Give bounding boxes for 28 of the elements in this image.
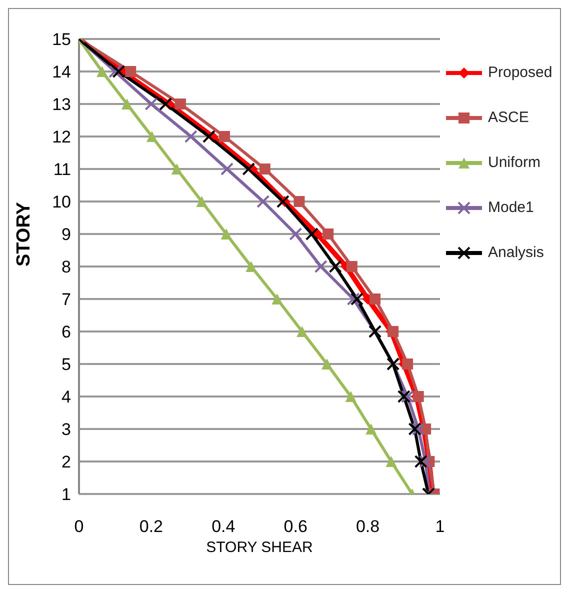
y-tick-label: 8 [62,258,71,277]
y-tick-label: 12 [52,128,71,147]
legend-label: Analysis [488,244,544,261]
x-tick-label: 1 [435,517,445,536]
y-tick-label: 15 [52,30,71,50]
y-tick-label: 9 [62,225,71,244]
y-tick-label: 11 [53,160,71,180]
x-tick-label: 0.2 [139,517,164,536]
y-tick-label: 7 [62,290,71,310]
legend-label: Proposed [488,64,552,81]
y-tick-label: 1 [62,485,71,504]
y-tick-label: 4 [62,388,71,407]
x-tick-label: 0.4 [212,517,236,536]
y-tick-label: 3 [62,420,71,440]
y-tick-label: 6 [62,322,71,342]
y-tick-label: 5 [62,355,71,374]
legend-label: Mode1 [488,199,534,216]
y-tick-label: 2 [62,452,71,472]
legend-label: Uniform [488,154,541,171]
y-tick-label: 13 [52,95,71,114]
y-tick-label: 14 [52,62,71,82]
legend-label: ASCE [488,109,529,126]
x-tick-label: 0.8 [356,517,380,536]
y-axis-title: STORY [14,202,35,266]
x-tick-label: 0.6 [284,517,308,536]
x-tick-label: 0 [74,517,84,536]
y-tick-label: 10 [52,192,71,212]
x-axis-title: STORY SHEAR [206,539,314,556]
